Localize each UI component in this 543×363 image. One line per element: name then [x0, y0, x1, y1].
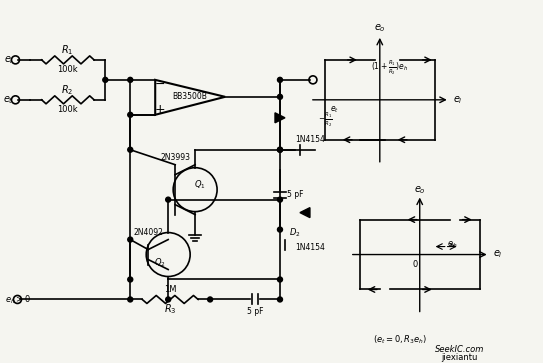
Circle shape [277, 147, 282, 152]
Text: $e_t$: $e_t$ [330, 105, 339, 115]
Circle shape [166, 297, 171, 302]
Circle shape [277, 94, 282, 99]
Text: +: + [155, 103, 166, 116]
Circle shape [128, 277, 132, 282]
Text: $Q_1$: $Q_1$ [194, 179, 206, 191]
Text: BB3500B: BB3500B [173, 92, 207, 101]
Circle shape [277, 147, 282, 152]
Text: 5 pF: 5 pF [287, 190, 303, 199]
Text: $e_i$: $e_i$ [493, 249, 502, 260]
Text: $e_h>0$: $e_h>0$ [5, 293, 31, 306]
Text: 2N4092: 2N4092 [133, 228, 163, 237]
Circle shape [207, 297, 213, 302]
Text: $e_i$: $e_i$ [453, 94, 463, 106]
Circle shape [277, 197, 282, 202]
Text: −: − [155, 78, 166, 91]
Circle shape [277, 227, 282, 232]
Circle shape [128, 237, 132, 242]
Text: $R_1$: $R_1$ [61, 43, 73, 57]
Text: SeekIC.com: SeekIC.com [435, 345, 484, 354]
Circle shape [128, 147, 132, 152]
Text: 100k: 100k [57, 105, 78, 114]
Polygon shape [275, 113, 285, 123]
Text: $e_i$: $e_i$ [4, 54, 14, 66]
Text: $e_t$: $e_t$ [3, 94, 14, 106]
Text: jiexiantu: jiexiantu [441, 353, 478, 362]
Circle shape [277, 277, 282, 282]
Text: 2N3993: 2N3993 [160, 153, 190, 162]
Circle shape [166, 197, 171, 202]
Text: $e_o$: $e_o$ [414, 184, 426, 196]
Circle shape [128, 297, 132, 302]
Text: $R_3$: $R_3$ [164, 302, 176, 316]
Circle shape [128, 112, 132, 117]
Text: 100k: 100k [57, 65, 78, 74]
Circle shape [128, 77, 132, 82]
Circle shape [277, 297, 282, 302]
Text: 5 pF: 5 pF [247, 307, 263, 316]
Circle shape [277, 77, 282, 82]
Text: 1N4154: 1N4154 [295, 135, 325, 144]
Text: 1M: 1M [164, 285, 176, 294]
Text: $-\frac{R_1}{R_2}$: $-\frac{R_1}{R_2}$ [318, 111, 332, 129]
Text: $Q_2$: $Q_2$ [154, 256, 166, 269]
Text: $(e_t=0,R_3e_h)$: $(e_t=0,R_3e_h)$ [372, 333, 427, 346]
Text: 0: 0 [412, 260, 418, 269]
Text: $e_h$: $e_h$ [447, 239, 458, 250]
Text: 1N4154: 1N4154 [295, 243, 325, 252]
Polygon shape [300, 208, 310, 217]
Text: $R_2$: $R_2$ [61, 83, 73, 97]
Circle shape [103, 77, 108, 82]
Text: $e_o$: $e_o$ [374, 22, 386, 34]
Text: $(1+\frac{R_1}{R_2})e_h$: $(1+\frac{R_1}{R_2})e_h$ [371, 59, 408, 77]
Text: $D_2$: $D_2$ [289, 227, 301, 239]
